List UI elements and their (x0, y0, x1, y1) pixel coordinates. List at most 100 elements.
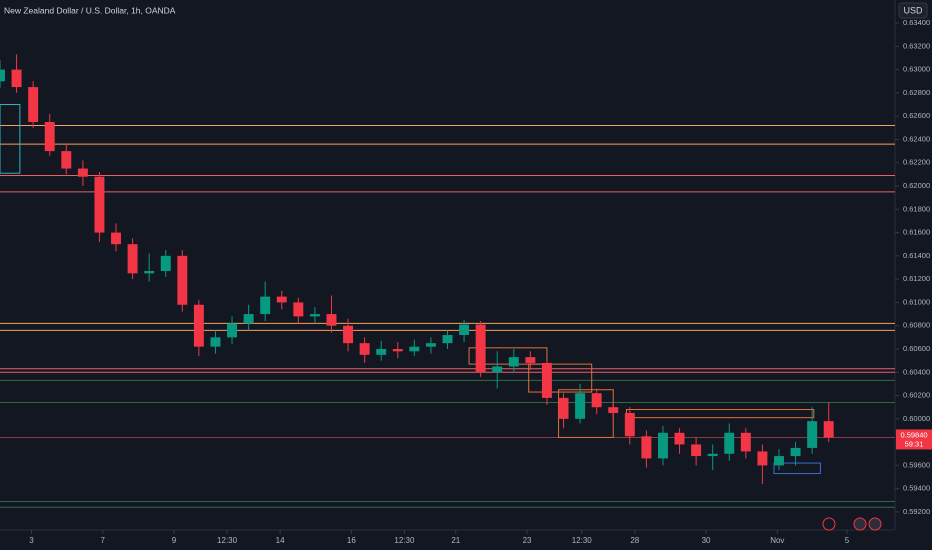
y-tick-label: 0.59200 (903, 507, 930, 516)
y-tick-label: 0.60600 (903, 344, 930, 353)
y-tick-label: 0.60200 (903, 391, 930, 400)
last-price-label: 0.59840 (900, 430, 927, 439)
candle-body (243, 314, 254, 324)
candle-body (144, 270, 155, 274)
candle-body (425, 343, 436, 347)
candle-body (740, 432, 751, 452)
candle-body (691, 444, 702, 457)
y-tick-label: 0.61000 (903, 297, 930, 306)
candle-body (774, 456, 784, 466)
candle-body (790, 447, 801, 457)
candle-body (558, 397, 569, 419)
x-tick-label: 16 (347, 536, 356, 545)
candle-body (442, 335, 453, 344)
x-tick-label: 30 (702, 536, 711, 545)
candle-body (657, 432, 668, 459)
zone-box (773, 462, 821, 475)
candle-body (127, 244, 138, 274)
candle-body (77, 168, 88, 177)
chart-title: New Zealand Dollar / U.S. Dollar, 1h, OA… (4, 5, 176, 15)
candle-body (193, 304, 204, 347)
y-tick-label: 0.62800 (903, 88, 930, 97)
candle-body (608, 407, 619, 414)
candle-body (260, 296, 271, 315)
y-tick-label: 0.63400 (903, 18, 930, 27)
candle-body (309, 314, 320, 317)
candle-body (111, 232, 121, 245)
candle-body (326, 314, 337, 326)
x-tick-label: 12:30 (394, 536, 415, 545)
zone-box (528, 363, 593, 393)
candle-body (210, 337, 221, 347)
candle-body (591, 393, 602, 408)
candle-body (177, 255, 188, 305)
last-price-tag (896, 429, 932, 450)
candle-body (409, 346, 420, 352)
x-tick-label: 28 (630, 536, 639, 545)
candle-body (724, 432, 735, 454)
x-tick-label: 12:30 (572, 536, 593, 545)
candle-body (674, 432, 685, 445)
candle-body (392, 348, 403, 352)
y-tick-label: 0.62600 (903, 111, 930, 120)
candle-body (0, 69, 5, 82)
candle-body (11, 69, 22, 88)
candle-body (94, 176, 105, 233)
candle-body (343, 325, 354, 344)
candle-body (475, 324, 486, 373)
currency-label[interactable]: USD (903, 5, 923, 15)
candle-body (61, 151, 72, 169)
y-tick-label: 0.61400 (903, 251, 930, 260)
y-tick-label: 0.62200 (903, 158, 930, 167)
y-tick-label: 0.62000 (903, 181, 930, 190)
candle-body (276, 296, 287, 303)
event-icon[interactable] (822, 517, 836, 531)
y-tick-label: 0.59600 (903, 460, 930, 469)
x-tick-label: 5 (845, 536, 850, 545)
y-tick-label: 0.60400 (903, 367, 930, 376)
flag-icon[interactable] (868, 517, 882, 531)
candle-body (376, 348, 387, 355)
x-tick-label: 9 (172, 536, 177, 545)
y-tick-label: 0.61800 (903, 204, 930, 213)
candle-body (757, 451, 768, 466)
flag-icon[interactable] (853, 517, 867, 531)
candle-body (641, 436, 652, 459)
candle-body (459, 324, 470, 336)
candle-body (28, 87, 39, 122)
candle-body (575, 393, 586, 419)
candle-body (44, 121, 55, 152)
currency-button[interactable] (898, 2, 928, 19)
candle-body (227, 323, 238, 338)
y-tick-label: 0.63200 (903, 41, 930, 50)
zone-box (468, 347, 548, 365)
y-tick-label: 0.59400 (903, 484, 930, 493)
x-tick-label: 14 (276, 536, 285, 545)
candle-body (508, 357, 519, 367)
candle-body (707, 453, 718, 457)
y-tick-label: 0.63000 (903, 65, 930, 74)
candle-body (492, 366, 503, 373)
x-tick-label: 21 (451, 536, 460, 545)
x-tick-label: 7 (101, 536, 106, 545)
y-tick-label: 0.62400 (903, 134, 930, 143)
y-tick-label: 0.60800 (903, 321, 930, 330)
candle-body (823, 421, 834, 438)
y-tick-label: 0.61200 (903, 274, 930, 283)
x-tick-label: 3 (29, 536, 34, 545)
x-tick-label: 12:30 (217, 536, 238, 545)
candle-body (359, 343, 370, 355)
x-tick-label: Nov (770, 536, 784, 545)
zone-box (0, 104, 21, 174)
candle-body (293, 302, 304, 317)
y-tick-label: 0.60000 (903, 414, 930, 423)
candle-body (624, 413, 635, 437)
candle-body (525, 357, 536, 363)
x-tick-label: 23 (523, 536, 532, 545)
candle-body (160, 255, 171, 271)
candle-body (807, 421, 818, 448)
y-tick-label: 0.61600 (903, 228, 930, 237)
countdown-label: 59:31 (905, 439, 924, 448)
